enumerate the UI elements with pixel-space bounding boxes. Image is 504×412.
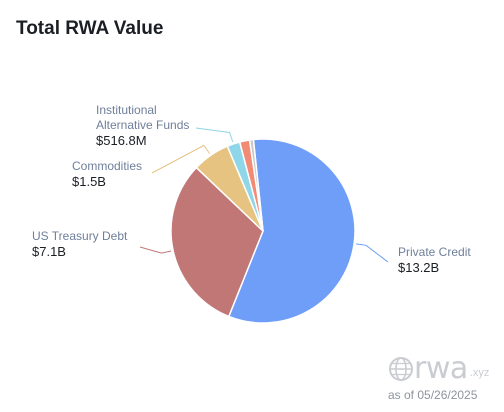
slice-label-name: US Treasury Debt <box>32 229 128 243</box>
watermark: rwa .xyz as of 05/26/2025 <box>388 352 498 403</box>
slice-label-value: $13.2B <box>398 260 439 275</box>
slice-label-value: $516.8M <box>96 133 147 148</box>
watermark-tld: .xyz <box>469 367 490 379</box>
slice-label-name: Institutional Alternative Funds <box>96 103 189 132</box>
slice-label-value: $1.5B <box>72 174 106 189</box>
globe-icon <box>389 357 413 381</box>
watermark-logo: rwa .xyz <box>388 354 489 384</box>
slice-label-name: Private Credit <box>398 245 471 259</box>
leader-line <box>139 246 172 254</box>
slice-label-name: Commodities <box>72 159 142 173</box>
chart-title: Total RWA Value <box>16 18 164 39</box>
pie-slice-other-5[interactable] <box>248 138 264 232</box>
pie-slice-private-credit[interactable] <box>227 138 356 324</box>
pie-slice-us-treasury-debt[interactable] <box>170 166 264 318</box>
leader-line <box>195 127 234 143</box>
watermark-brand: rwa <box>414 351 468 386</box>
as-of-date: as of 05/26/2025 <box>388 388 478 402</box>
leader-line <box>356 243 389 263</box>
leader-line <box>151 144 211 174</box>
slice-label-value: $7.1B <box>32 244 66 259</box>
